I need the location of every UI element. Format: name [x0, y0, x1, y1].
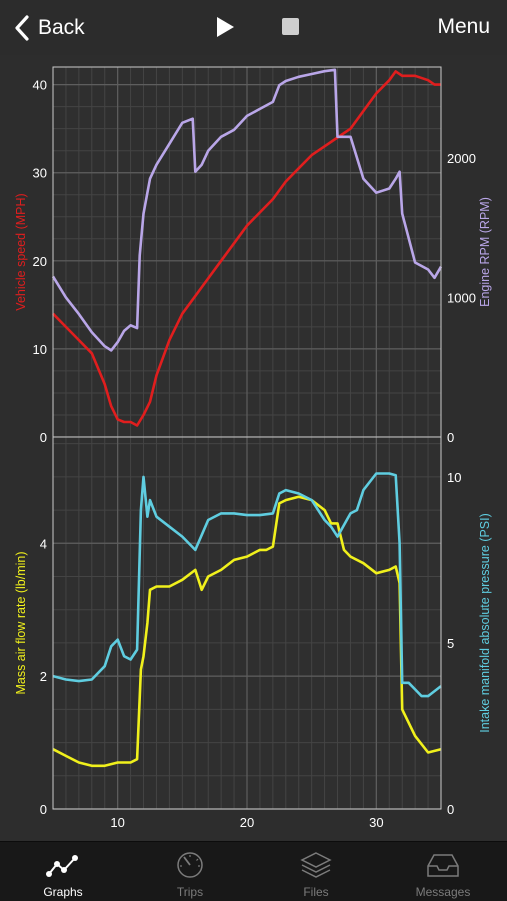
x-tick-label: 30: [369, 815, 383, 830]
tab-trips[interactable]: Trips: [127, 842, 253, 901]
y-left-tick-label: 30: [33, 166, 47, 181]
stop-icon[interactable]: [282, 18, 299, 35]
y-left-tick-label: 0: [40, 802, 47, 817]
y-right-tick-label: 10: [447, 470, 461, 485]
series-line-2-1: [52, 495, 442, 768]
x-tick-label: 20: [240, 815, 254, 830]
tab-messages-label: Messages: [415, 885, 471, 899]
chevron-left-icon: [15, 15, 29, 41]
inbox-icon: [427, 854, 459, 877]
tab-messages[interactable]: Messages: [380, 842, 506, 901]
y-left-tick-label: 10: [33, 342, 47, 357]
tab-files-label: Files: [303, 885, 329, 899]
series-line-1-1: [52, 70, 441, 427]
y-right-tick-label: 2000: [447, 151, 476, 166]
play-icon[interactable]: [215, 16, 235, 38]
chart-panel-1: 0 10 20 30 40 0 1000 2000 Vehicle speed (MPH) Eng…: [14, 66, 492, 445]
y-left-axis-title: Mass air flow rate (lb/min): [14, 551, 28, 694]
tab-trips-label: Trips: [176, 885, 204, 899]
y-left-tick-label: 2: [40, 669, 47, 684]
y-right-axis-title: Intake manifold absolute pressure (PSI): [478, 513, 492, 733]
tab-graphs[interactable]: Graphs: [0, 842, 126, 901]
graph-icon: [46, 855, 78, 877]
tab-files[interactable]: Files: [253, 842, 379, 901]
series-line-1-2: [51, 68, 443, 352]
y-right-tick-label: 1000: [447, 290, 476, 305]
tab-bar: Graphs Trips Files Messages: [0, 841, 507, 901]
y-left-tick-label: 0: [40, 430, 47, 445]
y-right-tick-label: 0: [447, 430, 454, 445]
y-left-tick-label: 40: [33, 78, 47, 93]
y-right-tick-label: 0: [447, 802, 454, 817]
back-label: Back: [38, 16, 85, 39]
y-left-tick-label: 4: [40, 536, 47, 551]
y-right-tick-label: 5: [447, 636, 454, 651]
navigation-bar: Back Menu: [0, 0, 507, 55]
chart-area: 0 10 20 30 40 0 1000 2000 Vehicle speed (MPH) Eng…: [0, 55, 507, 841]
y-left-axis-title: Vehicle speed (MPH): [14, 193, 28, 310]
speedometer-icon: [177, 852, 203, 878]
menu-button[interactable]: Menu: [437, 15, 490, 38]
back-button[interactable]: Back: [12, 11, 85, 45]
chart-panel-2: 10 20 30 0 2 4 0 5 10 Mass air flow rate (lb/min)…: [14, 436, 492, 830]
layers-icon: [300, 852, 332, 878]
y-right-axis-title: Engine RPM (RPM): [478, 197, 492, 307]
tab-graphs-label: Graphs: [43, 885, 83, 899]
y-left-tick-label: 20: [33, 254, 47, 269]
x-tick-label: 10: [110, 815, 124, 830]
series-line-2-2: [52, 472, 442, 698]
plot-frame: [52, 436, 442, 810]
